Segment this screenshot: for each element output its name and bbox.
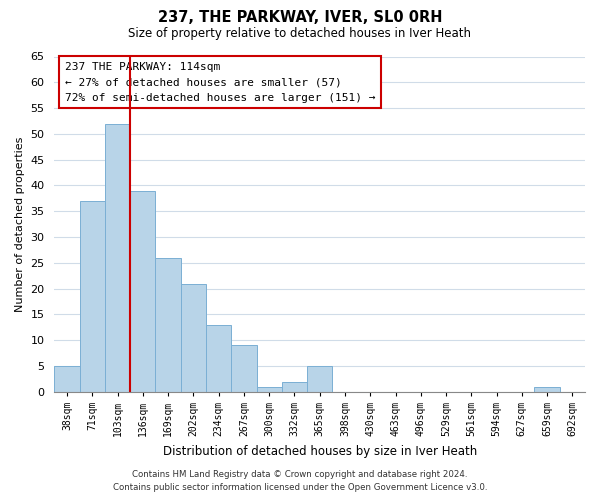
Bar	[231, 346, 257, 392]
Text: 237, THE PARKWAY, IVER, SL0 0RH: 237, THE PARKWAY, IVER, SL0 0RH	[158, 10, 442, 25]
X-axis label: Distribution of detached houses by size in Iver Heath: Distribution of detached houses by size …	[163, 444, 477, 458]
Y-axis label: Number of detached properties: Number of detached properties	[15, 136, 25, 312]
Bar	[55, 366, 80, 392]
Text: Contains HM Land Registry data © Crown copyright and database right 2024.
Contai: Contains HM Land Registry data © Crown c…	[113, 470, 487, 492]
Bar	[181, 284, 206, 392]
Bar	[257, 386, 282, 392]
Bar	[206, 325, 231, 392]
Bar	[105, 124, 130, 392]
Bar	[130, 190, 155, 392]
Text: Size of property relative to detached houses in Iver Heath: Size of property relative to detached ho…	[128, 28, 472, 40]
Bar	[282, 382, 307, 392]
Bar	[80, 201, 105, 392]
Bar	[307, 366, 332, 392]
Text: 237 THE PARKWAY: 114sqm
← 27% of detached houses are smaller (57)
72% of semi-de: 237 THE PARKWAY: 114sqm ← 27% of detache…	[65, 62, 376, 102]
Bar	[155, 258, 181, 392]
Bar	[535, 386, 560, 392]
